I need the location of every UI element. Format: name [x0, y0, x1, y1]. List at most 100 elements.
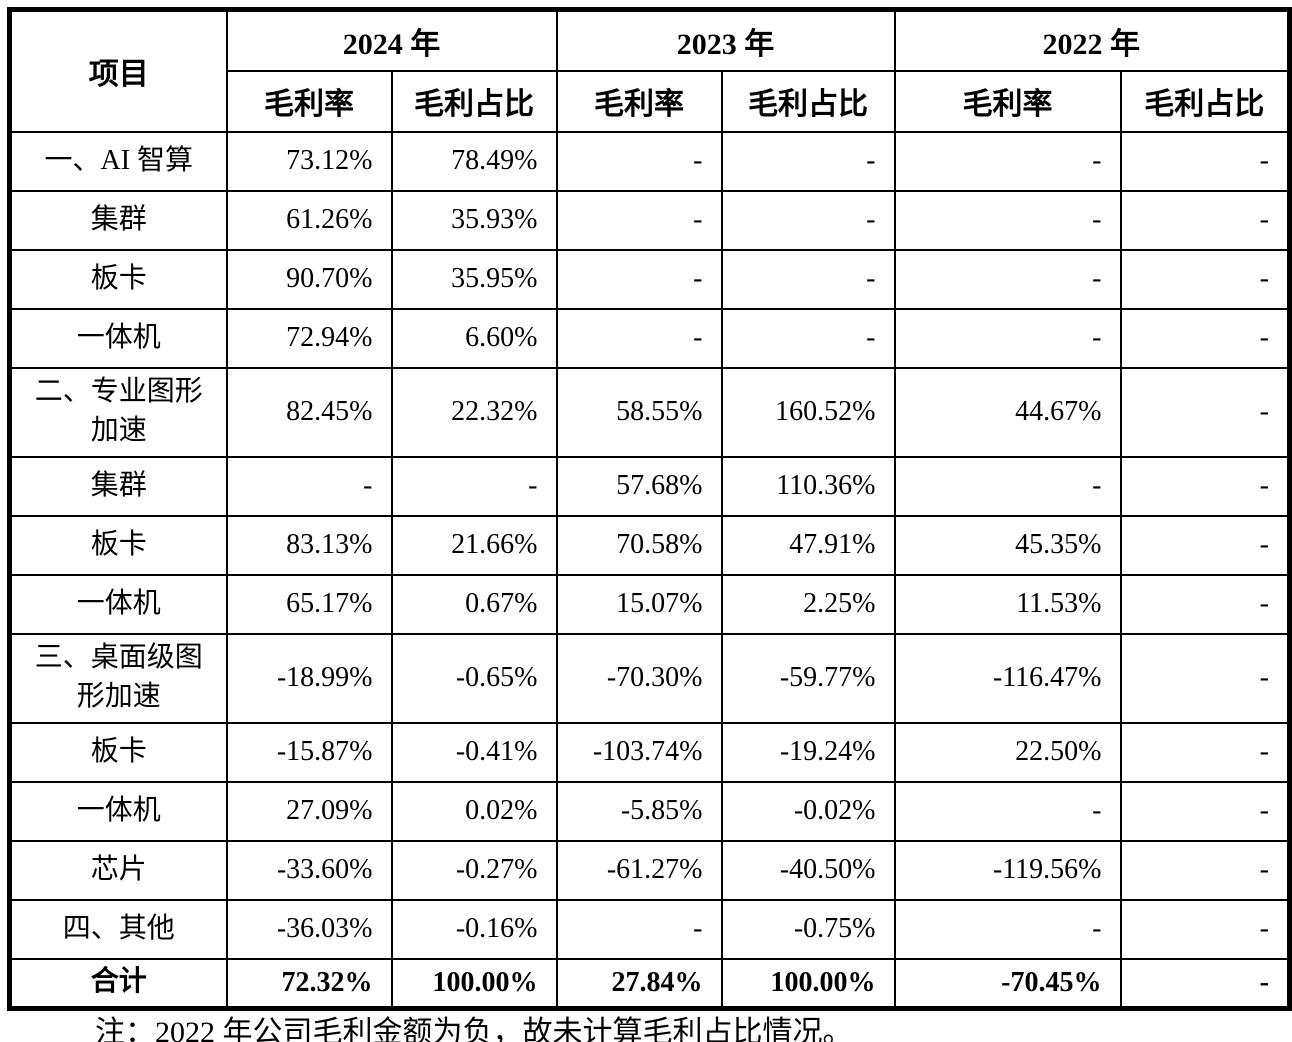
value-cell: 78.49%	[390, 130, 558, 192]
subheader-2023-share: 毛利占比	[720, 69, 896, 133]
value-cell: 58.55%	[555, 366, 723, 458]
table-row-board: 板卡 -15.87% -0.41% -103.74% -19.24% 22.50…	[8, 721, 1291, 783]
value-cell: -	[1119, 248, 1291, 310]
value-cell: -	[893, 307, 1122, 369]
value-cell: -0.65%	[390, 632, 558, 724]
item-label: 三、桌面级图 形加速	[8, 632, 228, 724]
value-cell: -119.56%	[893, 839, 1122, 901]
value-cell: -	[555, 898, 723, 960]
item-label: 板卡	[8, 248, 228, 310]
value-cell: -0.27%	[390, 839, 558, 901]
table-row-pro-graphics: 二、专业图形 加速 82.45% 22.32% 58.55% 160.52% 4…	[8, 366, 1291, 458]
value-cell: 35.95%	[390, 248, 558, 310]
value-cell: -	[1119, 189, 1291, 251]
value-cell: -	[1119, 780, 1291, 842]
table-row-desktop-graphics: 三、桌面级图 形加速 -18.99% -0.65% -70.30% -59.77…	[8, 632, 1291, 724]
value-cell: 47.91%	[720, 514, 896, 576]
value-cell: 15.07%	[555, 573, 723, 635]
value-cell: -	[720, 307, 896, 369]
value-cell: 160.52%	[720, 366, 896, 458]
value-cell: 0.02%	[390, 780, 558, 842]
item-label: 合计	[8, 957, 228, 1010]
value-cell: 22.32%	[390, 366, 558, 458]
subheader-2022-share: 毛利占比	[1119, 69, 1291, 133]
table-row-cluster: 集群 - - 57.68% 110.36% - -	[8, 455, 1291, 517]
subheader-2022-margin: 毛利率	[893, 69, 1122, 133]
value-cell: 44.67%	[893, 366, 1122, 458]
value-cell: 11.53%	[893, 573, 1122, 635]
value-cell: -	[1119, 307, 1291, 369]
value-cell: -70.45%	[893, 957, 1122, 1010]
gross-margin-table: 项目 2024 年 2023 年 2022 年 毛利率 毛利占比 毛利率 毛利占…	[7, 7, 1292, 1011]
value-cell: -	[1119, 721, 1291, 783]
table-row-board: 板卡 83.13% 21.66% 70.58% 47.91% 45.35% -	[8, 514, 1291, 576]
value-cell: 0.67%	[390, 573, 558, 635]
value-cell: 70.58%	[555, 514, 723, 576]
table-row-all-in-one: 一体机 65.17% 0.67% 15.07% 2.25% 11.53% -	[8, 573, 1291, 635]
table-row-all-in-one: 一体机 27.09% 0.02% -5.85% -0.02% - -	[8, 780, 1291, 842]
value-cell: -59.77%	[720, 632, 896, 724]
table-row-all-in-one: 一体机 72.94% 6.60% - - - -	[8, 307, 1291, 369]
subheader-2023-margin: 毛利率	[555, 69, 723, 133]
value-cell: -	[893, 780, 1122, 842]
value-cell: -	[555, 189, 723, 251]
value-cell: -	[893, 189, 1122, 251]
item-label: 集群	[8, 189, 228, 251]
value-cell: -103.74%	[555, 721, 723, 783]
value-cell: -70.30%	[555, 632, 723, 724]
value-cell: -116.47%	[893, 632, 1122, 724]
value-cell: -	[390, 455, 558, 517]
value-cell: 27.84%	[555, 957, 723, 1010]
value-cell: -15.87%	[225, 721, 393, 783]
footnote: 注：2022 年公司毛利金额为负，故未计算毛利占比情况。	[95, 1016, 853, 1042]
value-cell: 73.12%	[225, 130, 393, 192]
value-cell: 72.32%	[225, 957, 393, 1010]
item-label: 四、其他	[8, 898, 228, 960]
value-cell: -33.60%	[225, 839, 393, 901]
table-row-total: 合计 72.32% 100.00% 27.84% 100.00% -70.45%…	[8, 957, 1291, 1010]
value-cell: 83.13%	[225, 514, 393, 576]
value-cell: -	[720, 189, 896, 251]
table-row-other: 四、其他 -36.03% -0.16% - -0.75% - -	[8, 898, 1291, 960]
value-cell: -	[225, 455, 393, 517]
subheader-2024-share: 毛利占比	[390, 69, 558, 133]
value-cell: 57.68%	[555, 455, 723, 517]
value-cell: -61.27%	[555, 839, 723, 901]
year-header-2024: 2024 年	[225, 7, 558, 72]
value-cell: -	[893, 898, 1122, 960]
item-label: 板卡	[8, 721, 228, 783]
value-cell: -0.75%	[720, 898, 896, 960]
item-label: 一体机	[8, 307, 228, 369]
value-cell: 61.26%	[225, 189, 393, 251]
value-cell: 72.94%	[225, 307, 393, 369]
value-cell: 65.17%	[225, 573, 393, 635]
value-cell: 21.66%	[390, 514, 558, 576]
value-cell: -5.85%	[555, 780, 723, 842]
table-row-board: 板卡 90.70% 35.95% - - - -	[8, 248, 1291, 310]
value-cell: -40.50%	[720, 839, 896, 901]
value-cell: -	[720, 130, 896, 192]
value-cell: 35.93%	[390, 189, 558, 251]
value-cell: -0.16%	[390, 898, 558, 960]
value-cell: -	[893, 455, 1122, 517]
value-cell: -	[1119, 366, 1291, 458]
value-cell: 6.60%	[390, 307, 558, 369]
year-header-2023: 2023 年	[555, 7, 896, 72]
value-cell: 110.36%	[720, 455, 896, 517]
value-cell: 100.00%	[720, 957, 896, 1010]
value-cell: -	[1119, 514, 1291, 576]
value-cell: 45.35%	[893, 514, 1122, 576]
item-label: 芯片	[8, 839, 228, 901]
item-column-header: 项目	[8, 7, 228, 133]
value-cell: 22.50%	[893, 721, 1122, 783]
value-cell: -0.02%	[720, 780, 896, 842]
item-label: 板卡	[8, 514, 228, 576]
value-cell: -19.24%	[720, 721, 896, 783]
item-label: 一体机	[8, 780, 228, 842]
value-cell: 100.00%	[390, 957, 558, 1010]
value-cell: -36.03%	[225, 898, 393, 960]
header-row-years: 项目 2024 年 2023 年 2022 年	[8, 7, 1291, 133]
value-cell: -	[1119, 839, 1291, 901]
value-cell: -	[555, 130, 723, 192]
